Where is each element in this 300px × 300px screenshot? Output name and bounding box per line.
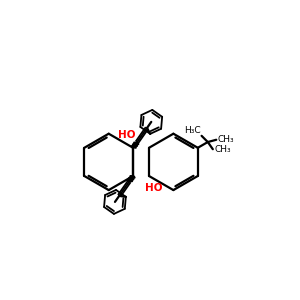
Text: HO: HO (118, 130, 136, 140)
Text: HO: HO (145, 184, 163, 194)
Text: CH₃: CH₃ (214, 145, 231, 154)
Text: CH₃: CH₃ (218, 135, 234, 144)
Text: H₃C: H₃C (184, 126, 201, 135)
